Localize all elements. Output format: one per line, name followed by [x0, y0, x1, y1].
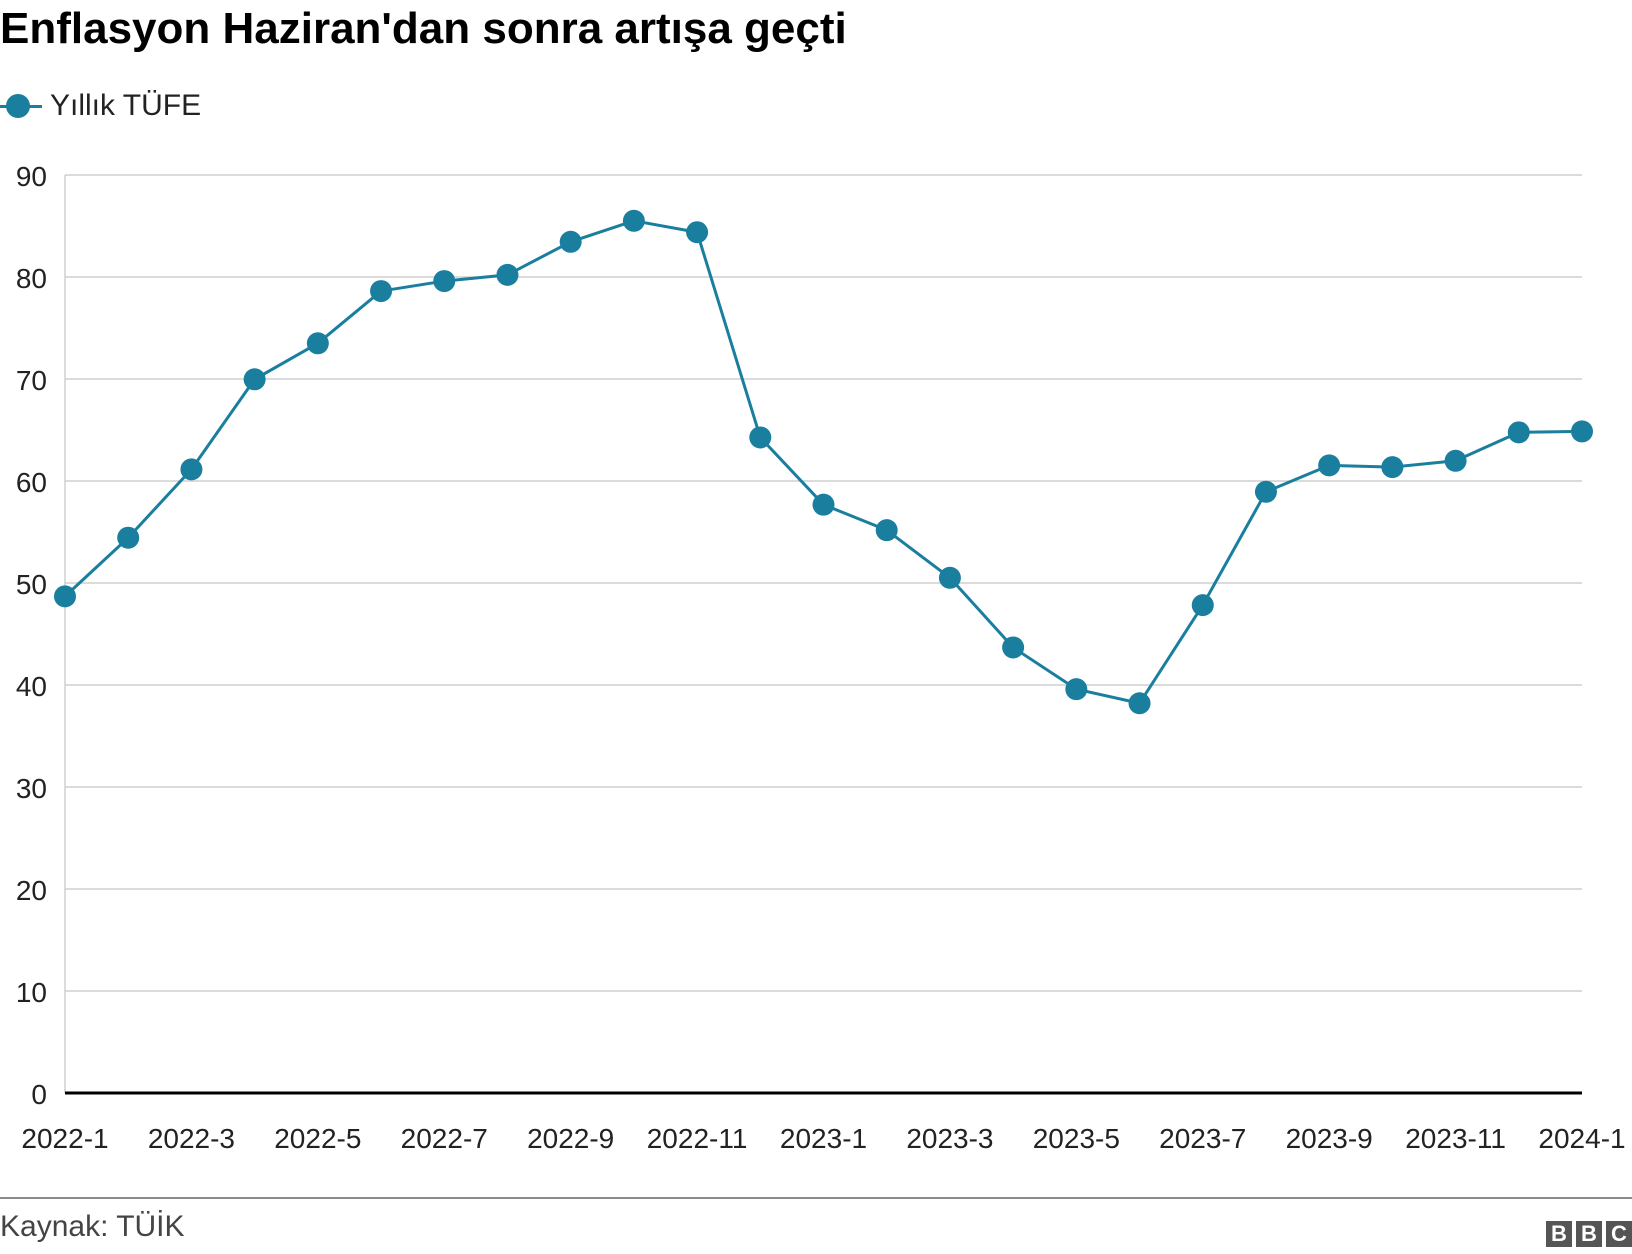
data-point: [1002, 636, 1025, 659]
logo-letter: C: [1606, 1221, 1632, 1247]
data-point: [433, 270, 456, 293]
footer-divider: [0, 1197, 1632, 1199]
y-tick-label: 50: [16, 569, 47, 600]
data-point: [559, 230, 582, 253]
y-tick-label: 40: [16, 671, 47, 702]
x-tick-label: 2022-7: [401, 1123, 488, 1154]
series-line: [63, 219, 1583, 705]
chart-title: Enflasyon Haziran'dan sonra artışa geçti: [0, 4, 847, 53]
data-point: [496, 263, 519, 286]
data-point: [1128, 692, 1151, 715]
gridlines: [64, 174, 1582, 1095]
y-tick-label: 70: [16, 365, 47, 396]
data-point: [812, 493, 835, 516]
x-tick-label: 2022-1: [21, 1123, 108, 1154]
data-point: [243, 368, 266, 391]
x-axis-ticks: 2022-1 2022-3 2022-5 2022-7 2022-9 2022-11 202…: [21, 1123, 1625, 1154]
y-tick-label: 80: [16, 263, 47, 294]
x-tick-label: 2023-7: [1159, 1123, 1246, 1154]
data-point: [1444, 449, 1467, 472]
logo-letter: B: [1546, 1221, 1572, 1247]
logo-letter: B: [1576, 1221, 1602, 1247]
data-point: [370, 280, 393, 303]
y-tick-label: 10: [16, 977, 47, 1008]
legend-dot: [6, 94, 30, 118]
x-tick-label: 2022-3: [148, 1123, 235, 1154]
data-point: [180, 458, 203, 481]
data-point: [686, 221, 709, 244]
data-point: [1191, 594, 1214, 617]
y-tick-label: 0: [31, 1079, 47, 1110]
data-point: [1381, 456, 1404, 479]
x-tick-label: 2023-11: [1405, 1123, 1506, 1154]
data-point: [1571, 420, 1593, 443]
data-point: [117, 526, 140, 549]
source-note: Kaynak: TÜİK: [0, 1210, 185, 1243]
data-point: [1507, 421, 1530, 444]
x-tick-label: 2024-1: [1538, 1123, 1625, 1154]
legend-label: Yıllık TÜFE: [50, 89, 202, 122]
data-point: [875, 519, 898, 542]
legend: Yıllık TÜFE: [0, 86, 201, 126]
x-tick-label: 2023-3: [906, 1123, 993, 1154]
data-point: [622, 209, 645, 232]
x-tick-label: 2022-11: [647, 1123, 748, 1154]
x-tick-label: 2023-9: [1286, 1123, 1373, 1154]
x-tick-label: 2023-1: [780, 1123, 867, 1154]
data-point: [938, 566, 961, 589]
y-tick-label: 30: [16, 773, 47, 804]
data-point: [1318, 454, 1341, 477]
y-tick-label: 90: [16, 161, 47, 192]
data-point: [1254, 480, 1277, 503]
data-point: [749, 426, 772, 449]
y-tick-label: 60: [16, 467, 47, 498]
data-point: [306, 332, 329, 355]
data-point: [1065, 678, 1088, 701]
legend-marker-icon: [0, 86, 42, 126]
y-tick-label: 20: [16, 875, 47, 906]
bbc-logo: B B C: [1546, 1221, 1632, 1247]
x-tick-label: 2022-5: [274, 1123, 361, 1154]
x-tick-label: 2022-9: [527, 1123, 614, 1154]
series-layer: [54, 209, 1593, 715]
x-tick-label: 2023-5: [1033, 1123, 1120, 1154]
data-point: [54, 585, 76, 608]
y-axis-ticks: 0 10 20 30 40 50 60 70 80 90: [16, 161, 47, 1110]
